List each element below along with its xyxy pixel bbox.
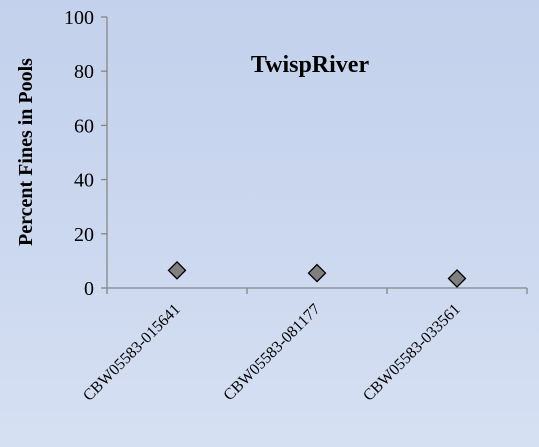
y-tick-label-40: 40 [74,170,94,192]
y-tick-label-60: 60 [74,115,94,137]
x-category-label-2: CBW05583-033561 [360,301,464,405]
y-tick-label-80: 80 [74,61,94,83]
y-tick-label-100: 100 [64,7,94,29]
y-tick-labels: 0 20 40 60 80 100 [64,7,94,300]
x-category-label-0: CBW05583-015641 [80,301,184,405]
data-point-0-1 [307,263,327,283]
y-tick-label-20: 20 [74,224,94,246]
data-points [167,260,467,288]
x-category-label-1: CBW05583-081177 [220,301,323,404]
y-tick-label-0: 0 [84,278,94,300]
y-axis-label: Percent Fines in Pools [15,58,37,246]
x-tick-labels: CBW05583-015641 CBW05583-081177 CBW05583-0… [80,301,464,405]
chart-title: TwispRiver [251,52,370,78]
x-ticks [106,288,528,294]
y-ticks [101,16,107,289]
data-point-0-2 [447,269,467,288]
data-point-0-0 [167,260,187,280]
